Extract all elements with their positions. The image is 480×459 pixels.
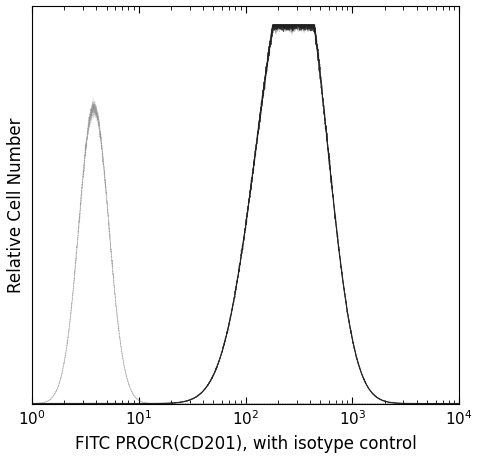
Y-axis label: Relative Cell Number: Relative Cell Number (7, 118, 25, 293)
X-axis label: FITC PROCR(CD201), with isotype control: FITC PROCR(CD201), with isotype control (75, 434, 417, 452)
